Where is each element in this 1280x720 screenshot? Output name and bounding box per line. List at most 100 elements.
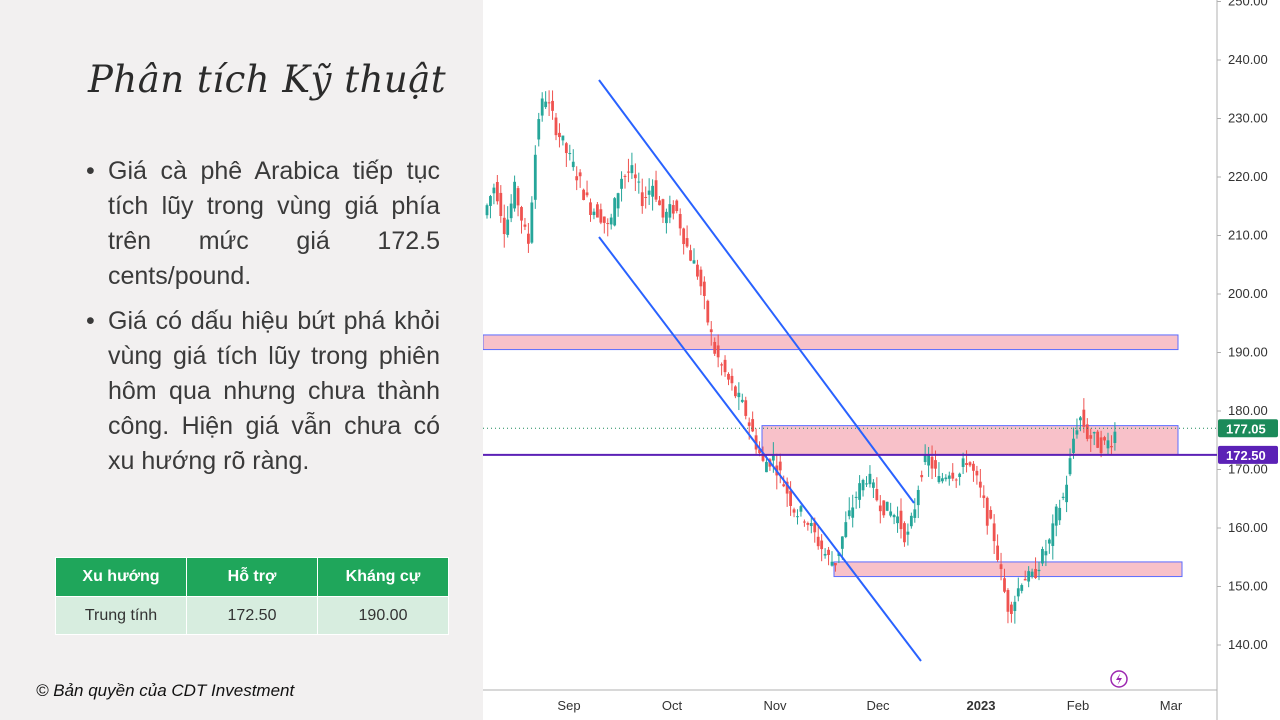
candle-body [730,375,734,384]
candle [709,321,713,346]
bullet-text-2: Giá có dấu hiệu bứt phá khỏi vùng giá tí… [108,307,440,475]
candle-body [778,461,782,471]
candle-body [537,119,541,140]
table-header-row: Xu hướng Hỗ trợ Kháng cự [55,557,449,597]
candle-body [1079,417,1082,421]
candle-body [789,490,792,506]
candle-body [896,516,899,524]
y-tick-label: 240.00 [1228,52,1268,67]
table-row: Trung tính 172.50 190.00 [55,596,449,635]
candle-body [1065,484,1068,503]
candle [1096,429,1100,449]
candle-body [651,185,654,197]
candle-body [1006,590,1010,612]
candle [906,523,910,546]
candle [1072,427,1075,459]
x-tick-label: 2023 [967,698,996,713]
candle [1003,568,1006,594]
candle-body [485,205,489,216]
candle-body [785,481,789,494]
y-tick-label: 250.00 [1228,0,1268,9]
candle-body [999,564,1003,570]
candle-body [499,192,503,216]
candle [523,217,527,231]
candle-body [872,482,875,488]
candle-body [796,516,799,518]
cell-support: 172.50 [186,596,318,635]
candle [509,194,513,223]
bullet-item-1: • Giá cà phê Arabica tiếp tục tích lũy tr… [86,154,440,294]
candle-body [982,495,986,499]
candle-body [968,462,972,466]
candle-body [916,489,920,506]
candle [820,534,824,562]
y-tick-label: 150.00 [1228,579,1268,594]
candle [637,172,641,194]
candle [734,385,737,399]
candle [899,498,903,539]
candle [575,166,579,191]
x-tick-label: Feb [1067,698,1089,713]
candle [506,206,510,238]
candle [699,266,703,296]
left-panel: Phân tích Kỹ thuật • Giá cà phê Arabica t… [0,0,483,720]
candle [978,468,982,498]
candle-body [627,171,630,173]
candle [1037,561,1041,581]
candle-body [1072,438,1075,454]
candle-body [813,522,817,533]
candle-body [771,455,775,461]
candle [937,462,941,484]
price-chart[interactable]: 140.00 150.00 160.00 170.00 180.00 190.00 200.… [483,0,1280,720]
candle-body [495,181,499,202]
y-tick-label: 170.00 [1228,462,1268,477]
candle-body [523,224,527,227]
candle [685,225,689,248]
candle-body [934,460,937,469]
candle-body [734,386,737,397]
candle-body [954,479,958,481]
candle [485,203,489,219]
candle [716,334,720,368]
candle-body [696,264,699,277]
candle [564,141,568,167]
candle [809,516,813,534]
candle-body [527,233,530,244]
candle-body [868,473,872,485]
candle [640,178,644,214]
candle-body [1037,569,1041,572]
candle [620,171,623,202]
candle-body [985,497,989,526]
candle [547,90,551,117]
candle [1051,514,1055,560]
candle [834,563,837,572]
candle [851,494,855,528]
candle [989,506,993,520]
candle-body [720,364,723,366]
candle [613,197,617,227]
candle-body [803,521,806,523]
y-tick-label: 190.00 [1228,345,1268,360]
candle [954,478,958,488]
candle [778,453,782,484]
candle-body [1044,551,1048,556]
candle-body [692,260,696,264]
candle [744,396,748,420]
last-price-tag-bg [1218,419,1278,438]
candle [489,194,492,219]
candle-body [1085,424,1089,439]
candle-body [1023,578,1027,581]
candle [1099,430,1103,458]
candle [1006,588,1010,624]
y-tick-label: 220.00 [1228,169,1268,184]
candle [1010,601,1013,623]
candle [561,135,565,146]
candle-body [582,189,585,201]
candle [792,507,796,518]
bullet-list: • Giá cà phê Arabica tiếp tục tích lũy tr… [86,154,440,489]
candle-body [1030,571,1034,577]
candle-body [1020,585,1024,591]
candle [516,185,520,217]
candle-body [727,373,730,380]
candle-body [623,175,627,177]
